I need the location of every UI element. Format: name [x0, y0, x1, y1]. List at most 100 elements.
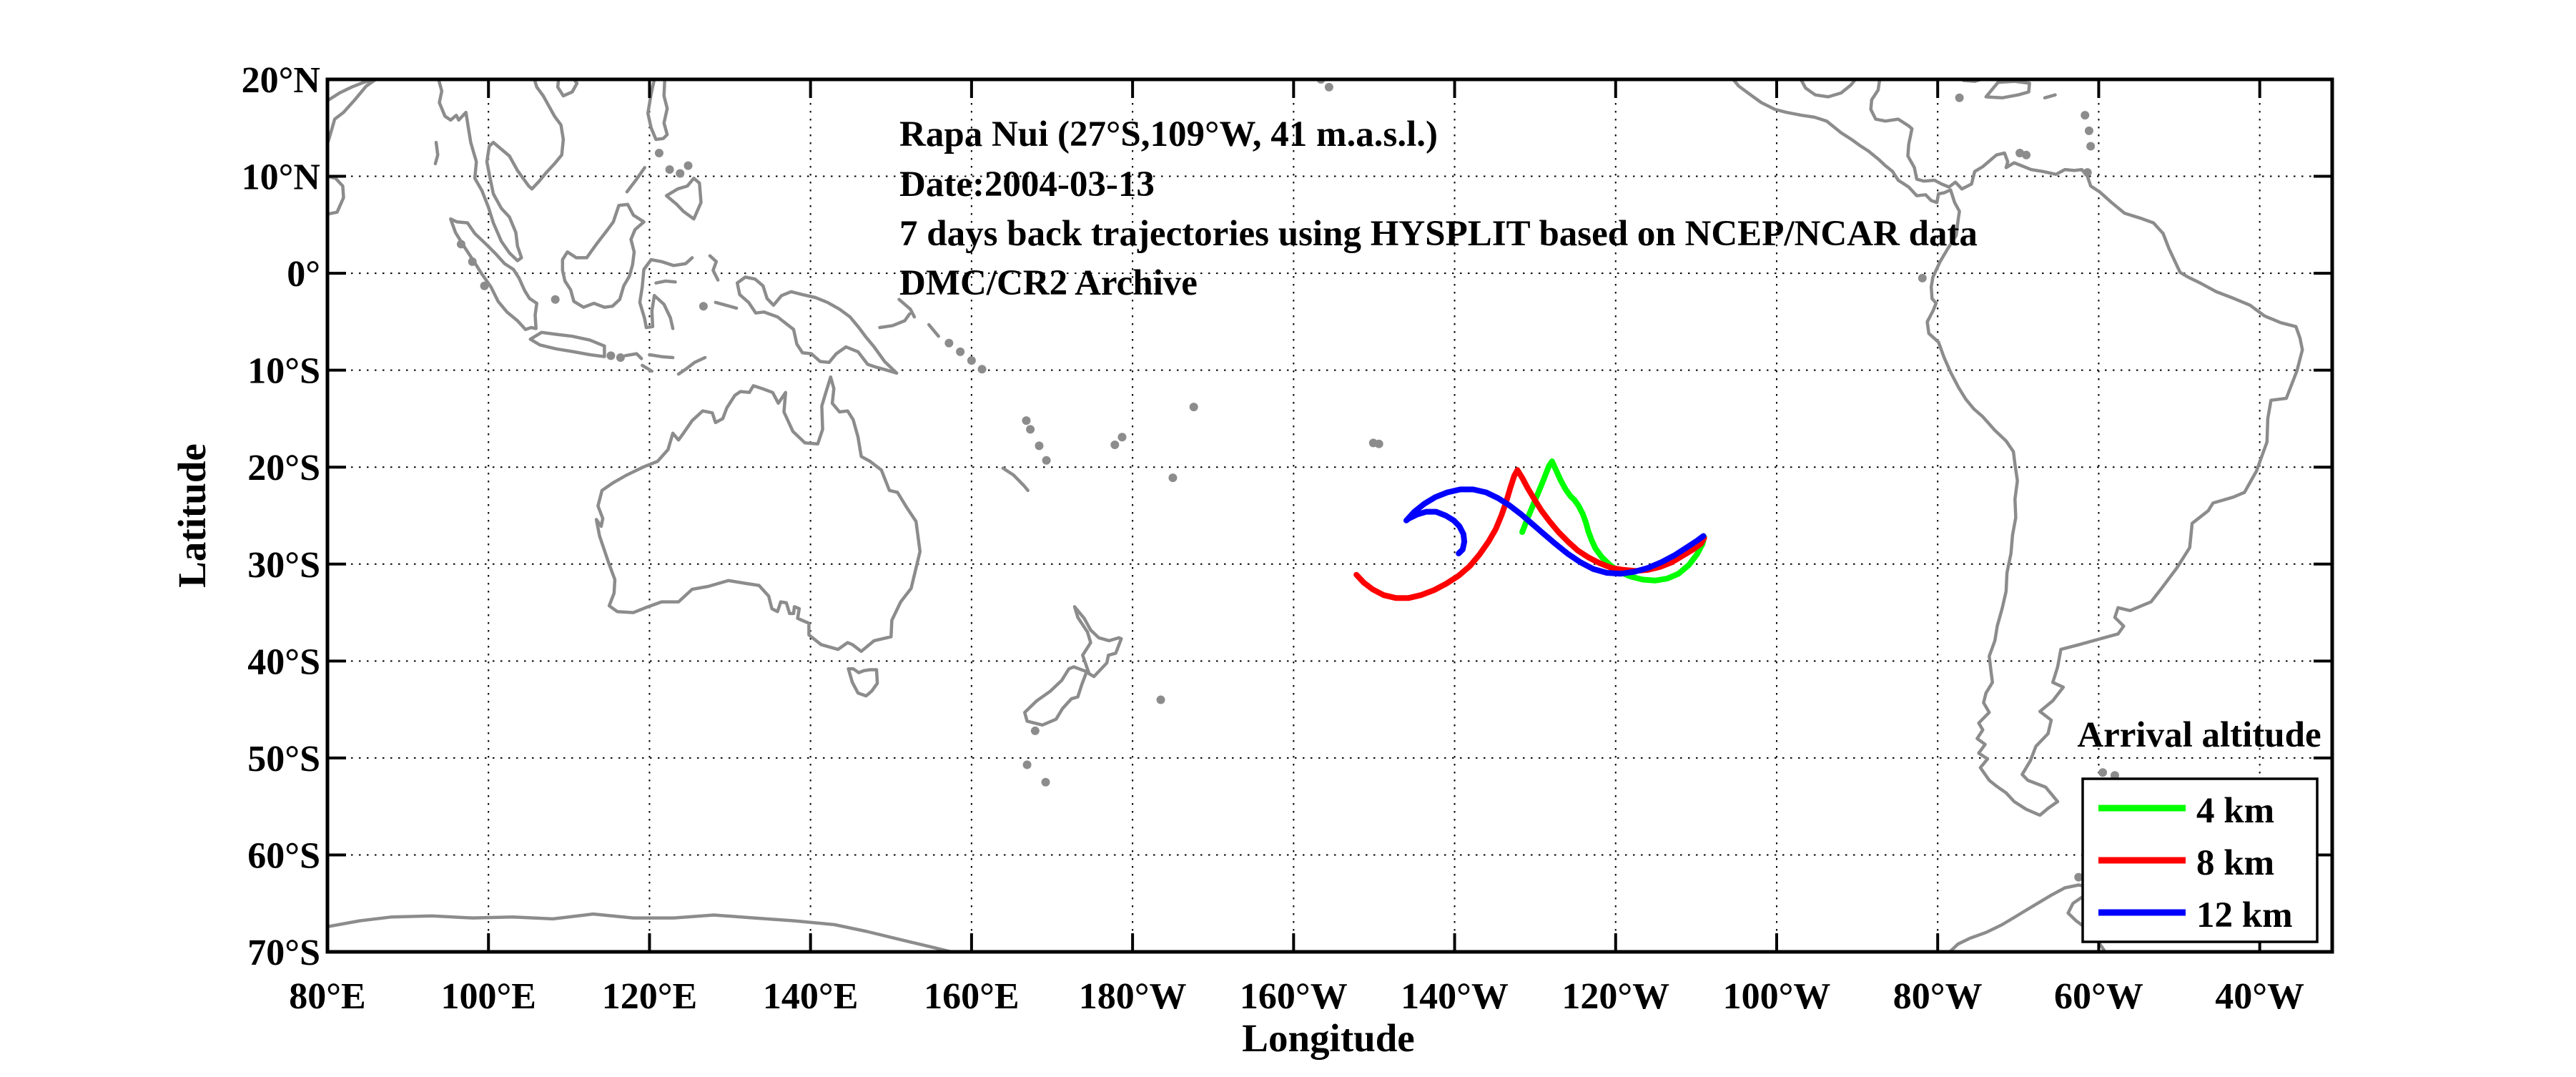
axis-border — [325, 77, 2334, 954]
coastline-tasmania — [847, 667, 879, 698]
island-dot — [1022, 416, 1031, 426]
island-dot — [551, 295, 560, 304]
island-dot — [1156, 695, 1165, 704]
island-dot — [1041, 777, 1050, 787]
coastline-new-zealand-south — [1022, 665, 1089, 727]
coastline-new-guinea — [735, 275, 899, 375]
coastline-sulawesi-north-arm — [649, 256, 694, 267]
island-dot — [654, 149, 663, 158]
island-dot — [1035, 441, 1044, 451]
legend: Arrival altitude 4 km 8 km 12 km — [2077, 715, 2321, 943]
coastline-lesser-sunda-sumbawa — [623, 352, 643, 360]
title-line-date: Date:2004-03-13 — [899, 164, 1155, 205]
coastlines — [327, 79, 2304, 952]
coastline-mindanao — [664, 177, 703, 221]
island-dot — [1324, 82, 1333, 92]
island-dot — [699, 302, 708, 311]
coastline-andaman-islands — [433, 140, 440, 166]
legend-label-12km: 12 km — [2196, 895, 2293, 935]
y-tick-label: 50°S — [247, 739, 320, 780]
x-tick-label: 40°W — [2215, 976, 2304, 1017]
island-dot — [616, 353, 625, 363]
coastline-seram — [714, 300, 739, 310]
island-dot — [1168, 473, 1178, 483]
coastline-indochina-malay — [437, 79, 566, 262]
coastline-americas-main-coast — [1731, 79, 2304, 817]
y-tick-label: 20°N — [242, 60, 320, 101]
island-dot — [468, 257, 477, 266]
coastline-hispaniola — [1984, 79, 2031, 100]
island-dot — [665, 165, 674, 174]
coastline-timor — [676, 355, 707, 376]
island-dot — [1955, 93, 1964, 102]
coastline-java — [528, 330, 606, 358]
coastline-puerto-rico — [2043, 93, 2057, 100]
island-dot — [606, 351, 616, 360]
island-dot — [2015, 149, 2025, 158]
coastline-new-caledonia — [1001, 466, 1030, 493]
island-dot — [2083, 168, 2092, 177]
legend-label-8km: 8 km — [2196, 843, 2274, 883]
coastline-borneo — [561, 202, 646, 309]
island-dot — [1110, 441, 1120, 450]
coastline-india-east-coast — [327, 79, 377, 145]
coastline-sumatra — [449, 217, 539, 331]
coastline-lesser-sunda-flores — [648, 353, 675, 360]
y-tick-label: 10°S — [247, 351, 320, 392]
coastline-luzon — [646, 79, 669, 142]
island-dot — [676, 169, 685, 178]
coastline-gulf-of-mexico-south-coast — [1799, 79, 1857, 99]
island-dot — [1117, 433, 1127, 442]
coastline-antarctica-east — [327, 912, 953, 952]
y-tick-label: 10°N — [242, 157, 320, 198]
x-axis-label: Longitude — [1242, 1016, 1414, 1060]
x-tick-label: 80°E — [289, 976, 365, 1017]
island-dot — [1030, 726, 1040, 735]
plot-area — [327, 79, 2332, 952]
island-dot — [2022, 150, 2031, 159]
coastline-sulawesi-east-arm — [654, 279, 677, 285]
y-axis-tick-labels: 20°N 10°N 0° 10°S 20°S 30°S 40°S 50°S 60°S 70°S — [242, 60, 320, 973]
coastline-palawan — [625, 166, 646, 194]
coastline-sulawesi-se-arm — [652, 294, 675, 330]
island-dot — [1918, 273, 1927, 282]
title-block: Rapa Nui (27°S,109°W, 41 m.a.s.l.) Date:… — [899, 114, 1978, 303]
y-tick-label: 60°S — [247, 835, 320, 876]
island-dot — [456, 240, 465, 249]
y-tick-label: 0° — [287, 254, 320, 295]
island-dot — [684, 161, 693, 170]
island-dot — [967, 356, 976, 365]
island-dot — [2098, 768, 2108, 777]
y-tick-label: 20°S — [247, 448, 320, 488]
x-tick-label: 140°W — [1401, 976, 1509, 1017]
x-tick-label: 100°E — [440, 976, 536, 1017]
trajectories — [1353, 458, 1707, 601]
island-dot — [2084, 126, 2093, 135]
island-dot — [1026, 425, 1035, 434]
island-dot — [956, 347, 965, 356]
x-axis-tick-labels: 80°E 100°E 120°E 140°E 160°E 180°W 160°W 140°W 1… — [289, 976, 2304, 1017]
coastline-sulawesi-body — [638, 257, 656, 330]
y-tick-label: 30°S — [247, 545, 320, 586]
x-tick-label: 180°W — [1079, 976, 1187, 1017]
island-dot — [1189, 403, 1198, 412]
y-axis-label: Latitude — [170, 443, 214, 588]
coastline-sumba — [641, 363, 654, 373]
y-tick-label: 70°S — [247, 933, 320, 973]
trajectory-4km — [1519, 458, 1707, 584]
island-dot — [2081, 111, 2090, 120]
title-line-method: 7 days back trajectories using HYSPLIT b… — [899, 214, 1978, 254]
island-dot — [1022, 760, 1032, 769]
island-dot — [480, 281, 489, 290]
title-line-archive: DMC/CR2 Archive — [899, 263, 1198, 303]
x-tick-label: 100°W — [1723, 976, 1831, 1017]
island-dot — [2086, 142, 2096, 151]
coastline-new-zealand-north — [1072, 605, 1123, 679]
trajectory-12km — [1403, 486, 1707, 577]
x-tick-label: 140°E — [763, 976, 858, 1017]
x-tick-label: 160°W — [1240, 976, 1348, 1017]
x-tick-label: 160°E — [924, 976, 1019, 1017]
coastline-australia — [594, 375, 922, 654]
island-dot — [944, 338, 954, 348]
coastline-new-ireland — [897, 297, 917, 319]
